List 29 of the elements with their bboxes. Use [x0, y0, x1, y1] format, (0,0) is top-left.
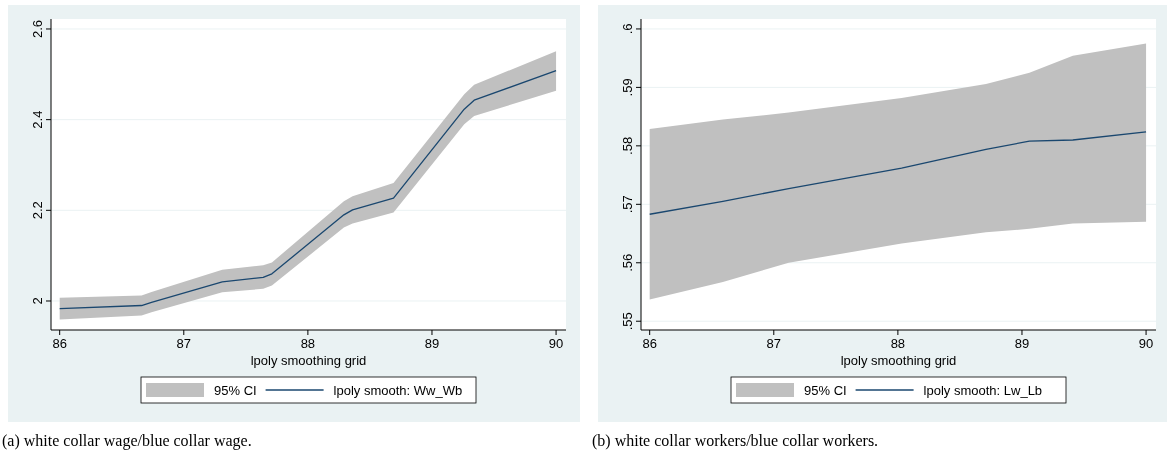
- x-axis-title: lpoly smoothing grid: [250, 353, 367, 368]
- x-tick-label: 87: [176, 336, 192, 351]
- text: (b) white collar workers/blue collar workers.: [592, 432, 879, 450]
- y-tick-label: 2.4: [30, 110, 45, 129]
- y-tick-label: .59: [620, 78, 635, 97]
- x-tick-label: 90: [548, 336, 564, 351]
- y-tick-label: .58: [620, 136, 635, 155]
- legend-label: 95% CI: [804, 383, 847, 398]
- line-series: [649, 131, 1147, 215]
- x-tick-label: 86: [52, 336, 67, 351]
- y-tick-label: 2.6: [30, 19, 45, 39]
- x-tick-label: 90: [1138, 336, 1154, 351]
- x-tick-label: 87: [766, 336, 782, 351]
- x-tick-label: 89: [1014, 336, 1030, 351]
- y-tick-label: .56: [620, 253, 635, 272]
- y-tick-label: .6: [620, 23, 635, 35]
- y-tick-label: .55: [620, 312, 635, 331]
- x-tick-label: 86: [642, 336, 657, 351]
- y-tick-label: 2.2: [30, 201, 45, 220]
- x-tick-label: 88: [300, 336, 316, 351]
- legend-label: 95% CI: [214, 383, 257, 398]
- text: (a) white collar wage/blue collar wage.: [2, 432, 252, 450]
- legend-label: lpoly smooth: Ww_Wb: [333, 383, 463, 398]
- y-tick-label: 2: [30, 297, 45, 305]
- x-tick-label: 88: [890, 336, 906, 351]
- y-tick-label: .57: [620, 195, 635, 214]
- legend-label: lpoly smooth: Lw_Lb: [923, 383, 1043, 398]
- x-axis-title: lpoly smoothing grid: [840, 353, 957, 368]
- x-tick-label: 89: [424, 336, 440, 351]
